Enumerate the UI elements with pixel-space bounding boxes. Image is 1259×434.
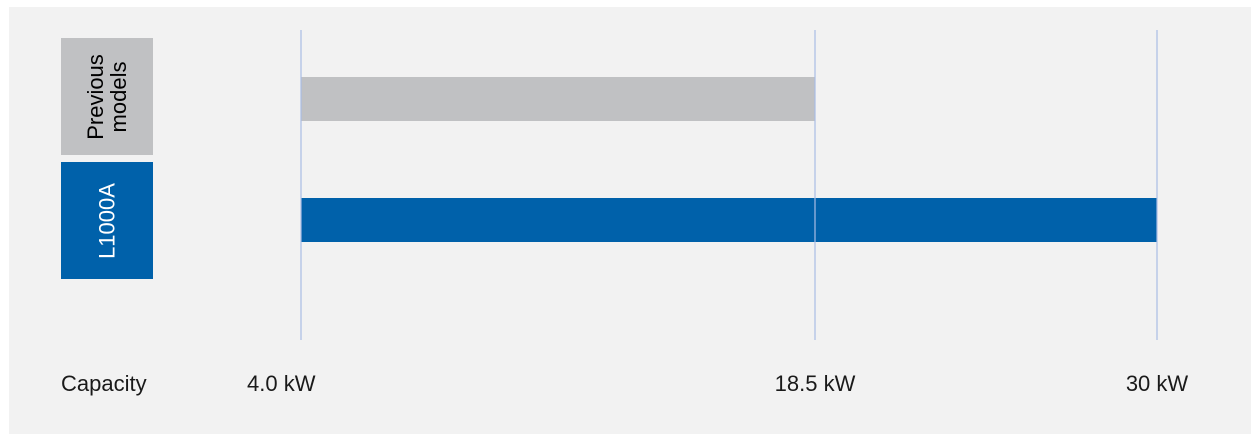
category-label-previous-models: Previous models: [61, 38, 153, 155]
category-label-l1000a: L1000A: [61, 162, 153, 279]
x-tick-label: 30 kW: [1126, 371, 1189, 396]
x-tick-label: 18.5 kW: [775, 371, 856, 396]
x-tick-label: 4.0 kW: [247, 371, 316, 396]
bar-previous-models: [301, 77, 815, 121]
bar-l1000a: [301, 198, 1157, 242]
x-axis-label: Capacity: [61, 371, 147, 396]
